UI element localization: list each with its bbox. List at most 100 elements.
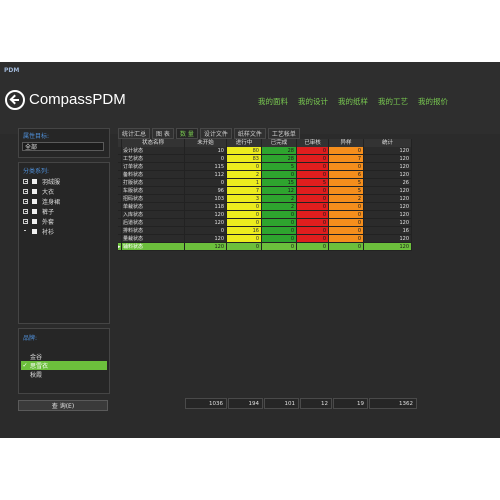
cell-completed: 28 xyxy=(262,147,297,155)
table-row[interactable]: 单裁状态 118 0 2 0 0 120 xyxy=(118,203,412,211)
attribute-select[interactable]: 全部 xyxy=(22,142,104,151)
cell-abnormal: 5 xyxy=(329,187,364,195)
tree-item-pants[interactable]: 裤子 xyxy=(23,206,60,216)
cell-not-started: 120 xyxy=(185,235,227,243)
brand-item[interactable]: 金谷 xyxy=(30,354,43,361)
header-completed[interactable]: 已完成 xyxy=(262,139,297,147)
table-row[interactable]: 招码状态 103 3 2 0 2 120 xyxy=(118,195,412,203)
expand-icon[interactable] xyxy=(23,198,28,204)
header-not-started[interactable]: 未开始 xyxy=(185,139,227,147)
cell-completed: 0 xyxy=(262,243,297,251)
tab-pattern-files[interactable]: 纸样文件 xyxy=(233,128,266,139)
row-indicator xyxy=(118,187,122,195)
table-row[interactable]: ▸ 辅料状态 120 0 0 0 0 120 xyxy=(118,243,412,251)
cell-reviewed: 0 xyxy=(297,195,329,203)
row-indicator xyxy=(118,155,122,163)
checkbox[interactable] xyxy=(32,218,37,224)
cell-completed: 2 xyxy=(262,195,297,203)
tab-quantity[interactable]: 数 量 xyxy=(175,128,198,139)
checkbox[interactable] xyxy=(32,188,37,194)
cell-status-name: 工艺状态 xyxy=(122,155,185,163)
checkbox[interactable] xyxy=(32,208,37,214)
nav-my-process[interactable]: 我的工艺 xyxy=(378,97,408,106)
table-row[interactable]: 工艺状态 0 83 28 0 7 120 xyxy=(118,155,412,163)
cell-total: 120 xyxy=(364,195,412,203)
table-row[interactable]: 打版状态 0 1 15 5 5 26 xyxy=(118,179,412,187)
tab-chart[interactable]: 图 表 xyxy=(152,128,174,139)
tab-design-files[interactable]: 设计文件 xyxy=(199,128,232,139)
tree-item-shirt[interactable]: 衬衫 xyxy=(23,226,60,236)
back-arrow-icon[interactable] xyxy=(5,90,25,110)
cell-reviewed: 0 xyxy=(297,155,329,163)
cell-status-name: 单裁状态 xyxy=(122,203,185,211)
cell-in-progress: 0 xyxy=(227,243,262,251)
cell-total: 120 xyxy=(364,211,412,219)
table-row[interactable]: 设计状态 10 80 28 0 0 120 xyxy=(118,147,412,155)
cell-reviewed: 0 xyxy=(297,203,329,211)
cell-total: 26 xyxy=(364,179,412,187)
tree-item-down-jacket[interactable]: 羽绒服 xyxy=(23,176,60,186)
tree-item-dress[interactable]: 连身裙 xyxy=(23,196,60,206)
cell-not-started: 0 xyxy=(185,227,227,235)
table-row[interactable]: 后道状态 120 0 0 0 0 120 xyxy=(118,219,412,227)
nav-my-quote[interactable]: 我的报价 xyxy=(418,97,448,106)
header-in-progress[interactable]: 进行中 xyxy=(227,139,262,147)
table-row[interactable]: 备料状态 112 2 0 0 6 120 xyxy=(118,171,412,179)
table-row[interactable]: 订单状态 115 0 5 0 0 120 xyxy=(118,163,412,171)
tab-summary[interactable]: 统计汇总 xyxy=(118,128,151,139)
grid-body: 设计状态 10 80 28 0 0 120 工艺状态 0 83 28 0 7 120 订单状态 115 0 5 0 0… xyxy=(118,147,412,251)
cell-status-name: 订单状态 xyxy=(122,163,185,171)
table-row[interactable]: 量裁状态 120 0 0 0 0 120 xyxy=(118,235,412,243)
row-indicator xyxy=(118,203,122,211)
cell-in-progress: 83 xyxy=(227,155,262,163)
cell-total: 16 xyxy=(364,227,412,235)
expand-icon[interactable] xyxy=(23,188,28,194)
tree-item-coat[interactable]: 大衣 xyxy=(23,186,60,196)
cell-in-progress: 0 xyxy=(227,203,262,211)
expand-icon[interactable] xyxy=(23,229,28,234)
header-status-name[interactable]: 状态名称 xyxy=(122,139,185,147)
header-reviewed[interactable]: 已审核 xyxy=(297,139,329,147)
grid-header: 状态名称 未开始 进行中 已完成 已审核 异样 统计 xyxy=(118,139,412,147)
cell-reviewed: 0 xyxy=(297,211,329,219)
nav-my-fabric[interactable]: 我的面料 xyxy=(258,97,288,106)
cell-in-progress: 16 xyxy=(227,227,262,235)
checkbox[interactable] xyxy=(32,228,37,234)
cell-in-progress: 1 xyxy=(227,179,262,187)
table-row[interactable]: 入库状态 120 0 0 0 0 120 xyxy=(118,211,412,219)
expand-icon[interactable] xyxy=(23,208,28,214)
nav-my-design[interactable]: 我的设计 xyxy=(298,97,328,106)
cell-status-name: 排料状态 xyxy=(122,227,185,235)
cell-completed: 2 xyxy=(262,203,297,211)
check-icon[interactable]: ✓ xyxy=(22,362,28,369)
system-menu-icon[interactable]: PDM xyxy=(4,67,20,74)
expand-icon[interactable] xyxy=(23,178,28,184)
tree-item-jacket[interactable]: 外套 xyxy=(23,216,60,226)
brand-item-selected[interactable]: ✓ 思雪衣 xyxy=(21,361,107,370)
cell-total: 120 xyxy=(364,147,412,155)
cell-abnormal: 6 xyxy=(329,171,364,179)
table-row[interactable]: 排料状态 0 16 0 0 0 16 xyxy=(118,227,412,235)
row-indicator xyxy=(118,227,122,235)
cell-completed: 0 xyxy=(262,235,297,243)
cell-total: 120 xyxy=(364,219,412,227)
brand-label: 品牌: xyxy=(23,335,38,342)
expand-icon[interactable] xyxy=(23,218,28,224)
cell-in-progress: 3 xyxy=(227,195,262,203)
cell-status-name: 备料状态 xyxy=(122,171,185,179)
checkbox[interactable] xyxy=(32,178,37,184)
cell-not-started: 120 xyxy=(185,243,227,251)
nav-my-pattern[interactable]: 我的纸样 xyxy=(338,97,368,106)
cell-abnormal: 0 xyxy=(329,163,364,171)
cell-reviewed: 0 xyxy=(297,171,329,179)
brand-item[interactable]: 秋霞 xyxy=(30,372,43,379)
row-indicator xyxy=(118,147,122,155)
header-total[interactable]: 统计 xyxy=(364,139,412,147)
checkbox[interactable] xyxy=(32,198,37,204)
query-button[interactable]: 查 询(E) xyxy=(18,400,108,411)
cell-reviewed: 0 xyxy=(297,219,329,227)
header-abnormal[interactable]: 异样 xyxy=(329,139,364,147)
cell-in-progress: 0 xyxy=(227,219,262,227)
table-row[interactable]: 车版状态 96 7 12 0 5 120 xyxy=(118,187,412,195)
tab-process-bill[interactable]: 工艺帐单 xyxy=(267,128,300,139)
